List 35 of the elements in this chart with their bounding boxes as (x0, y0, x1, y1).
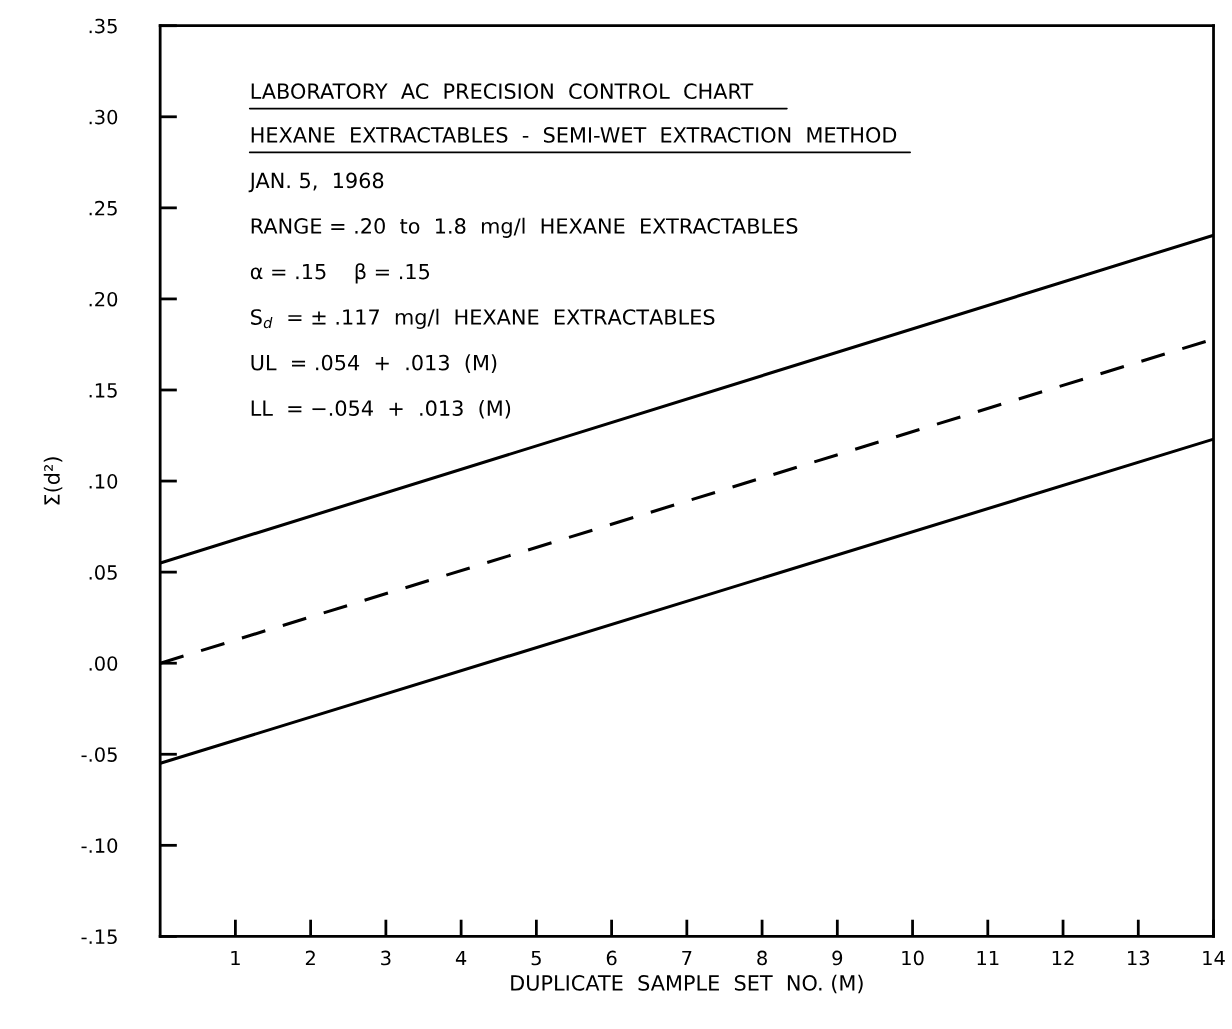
x-tick-label: 6 (606, 950, 617, 966)
x-axis-title: DUPLICATE SAMPLE SET NO. (M) (511, 974, 863, 994)
y-tick-label: .35 (89, 18, 117, 34)
x-tick-label: 11 (977, 950, 999, 966)
x-tick-label: 8 (757, 950, 767, 966)
y-tick-label: .25 (89, 200, 117, 216)
y-tick-label: .00 (89, 656, 118, 671)
x-tick-label: 13 (1128, 950, 1150, 966)
y-tick-label: .30 (89, 109, 118, 125)
y-tick-label: -.05 (81, 747, 117, 762)
y-tick-label: .20 (89, 291, 118, 307)
x-tick-label: 2 (305, 950, 315, 966)
y-tick-label: -.15 (81, 929, 117, 945)
y-tick-label: .10 (89, 474, 118, 489)
annotation: α = .15 β = .15 (250, 263, 430, 284)
annotation: UL = .054 + .013 (M) (251, 354, 497, 373)
y-tick-label: .15 (89, 383, 117, 398)
annotation: S$_{d}$ = ± .117 mg/l HEXANE EXTRACTABLES (251, 308, 715, 329)
x-tick-label: 10 (902, 950, 924, 966)
x-tick-label: 1 (231, 950, 240, 966)
text: HEXANE EXTRACTABLES - SEMI-WET EXTRACTION METHOD (251, 127, 897, 143)
x-tick-label: 12 (1052, 950, 1074, 966)
x-tick-label: 7 (682, 950, 692, 966)
y-tick-label: .05 (89, 565, 117, 580)
annotation: LL = −.054 + .013 (M) (251, 399, 511, 419)
x-tick-label: 5 (531, 950, 541, 966)
text: LABORATORY AC PRECISION CONTROL CHART (251, 83, 754, 100)
x-tick-label: 3 (381, 950, 391, 966)
annotation: JAN. 5, 1968 (248, 172, 384, 193)
x-tick-label: 14 (1203, 950, 1225, 966)
y-axis-title: Σ(d²) (43, 457, 63, 505)
x-tick-label: 9 (832, 950, 843, 966)
y-tick-label: -.10 (81, 838, 118, 853)
x-tick-label: 4 (455, 950, 467, 966)
annotation: RANGE = .20 to 1.8 mg/l HEXANE EXTRACTABLES (251, 217, 798, 238)
